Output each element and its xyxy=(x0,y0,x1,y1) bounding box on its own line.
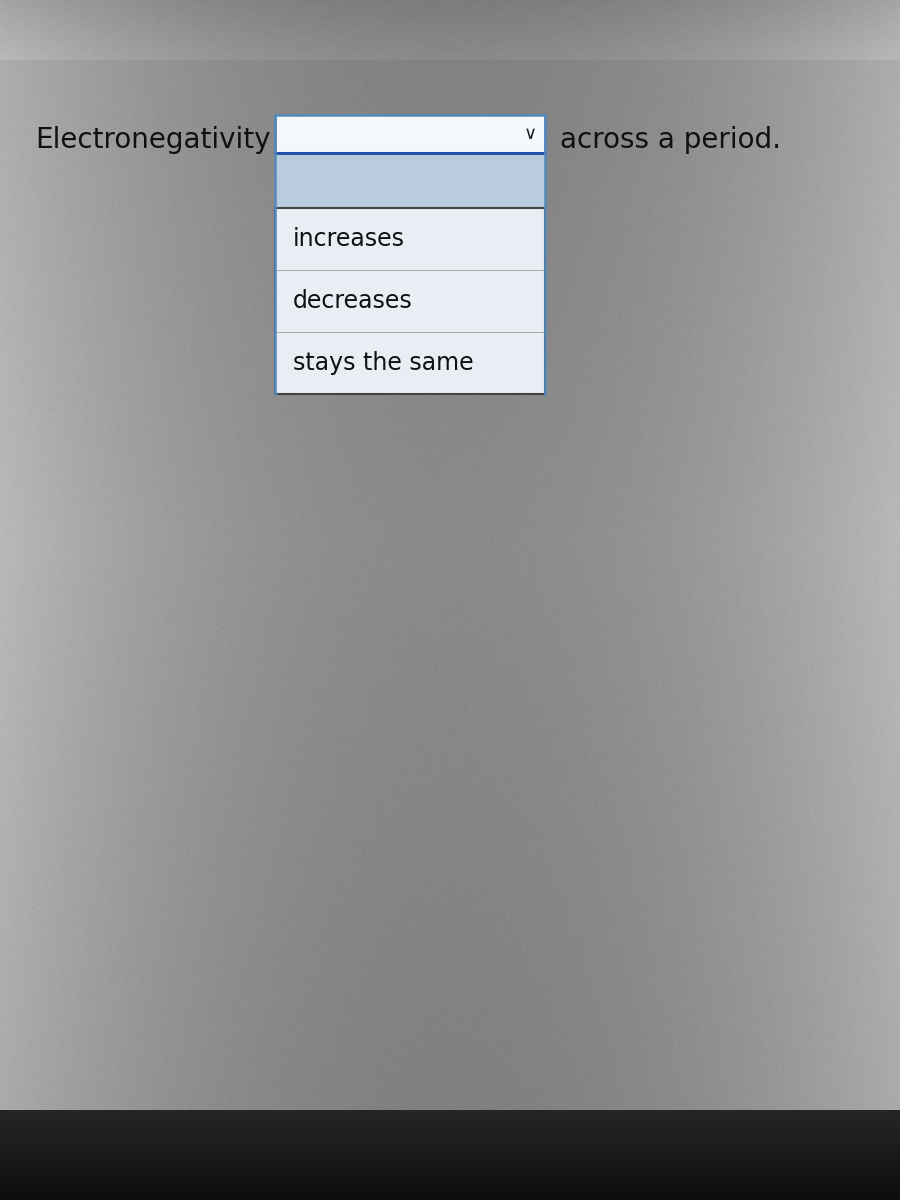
Bar xyxy=(275,208,545,394)
Bar xyxy=(275,115,545,152)
Text: across a period.: across a period. xyxy=(560,126,781,154)
Text: stays the same: stays the same xyxy=(293,350,473,374)
Text: decreases: decreases xyxy=(293,289,413,313)
Bar xyxy=(275,152,545,208)
Text: increases: increases xyxy=(293,227,405,251)
Text: Electronegativity: Electronegativity xyxy=(35,126,271,154)
Text: ∨: ∨ xyxy=(524,125,536,143)
